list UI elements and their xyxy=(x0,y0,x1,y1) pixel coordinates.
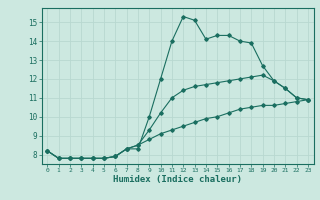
X-axis label: Humidex (Indice chaleur): Humidex (Indice chaleur) xyxy=(113,175,242,184)
